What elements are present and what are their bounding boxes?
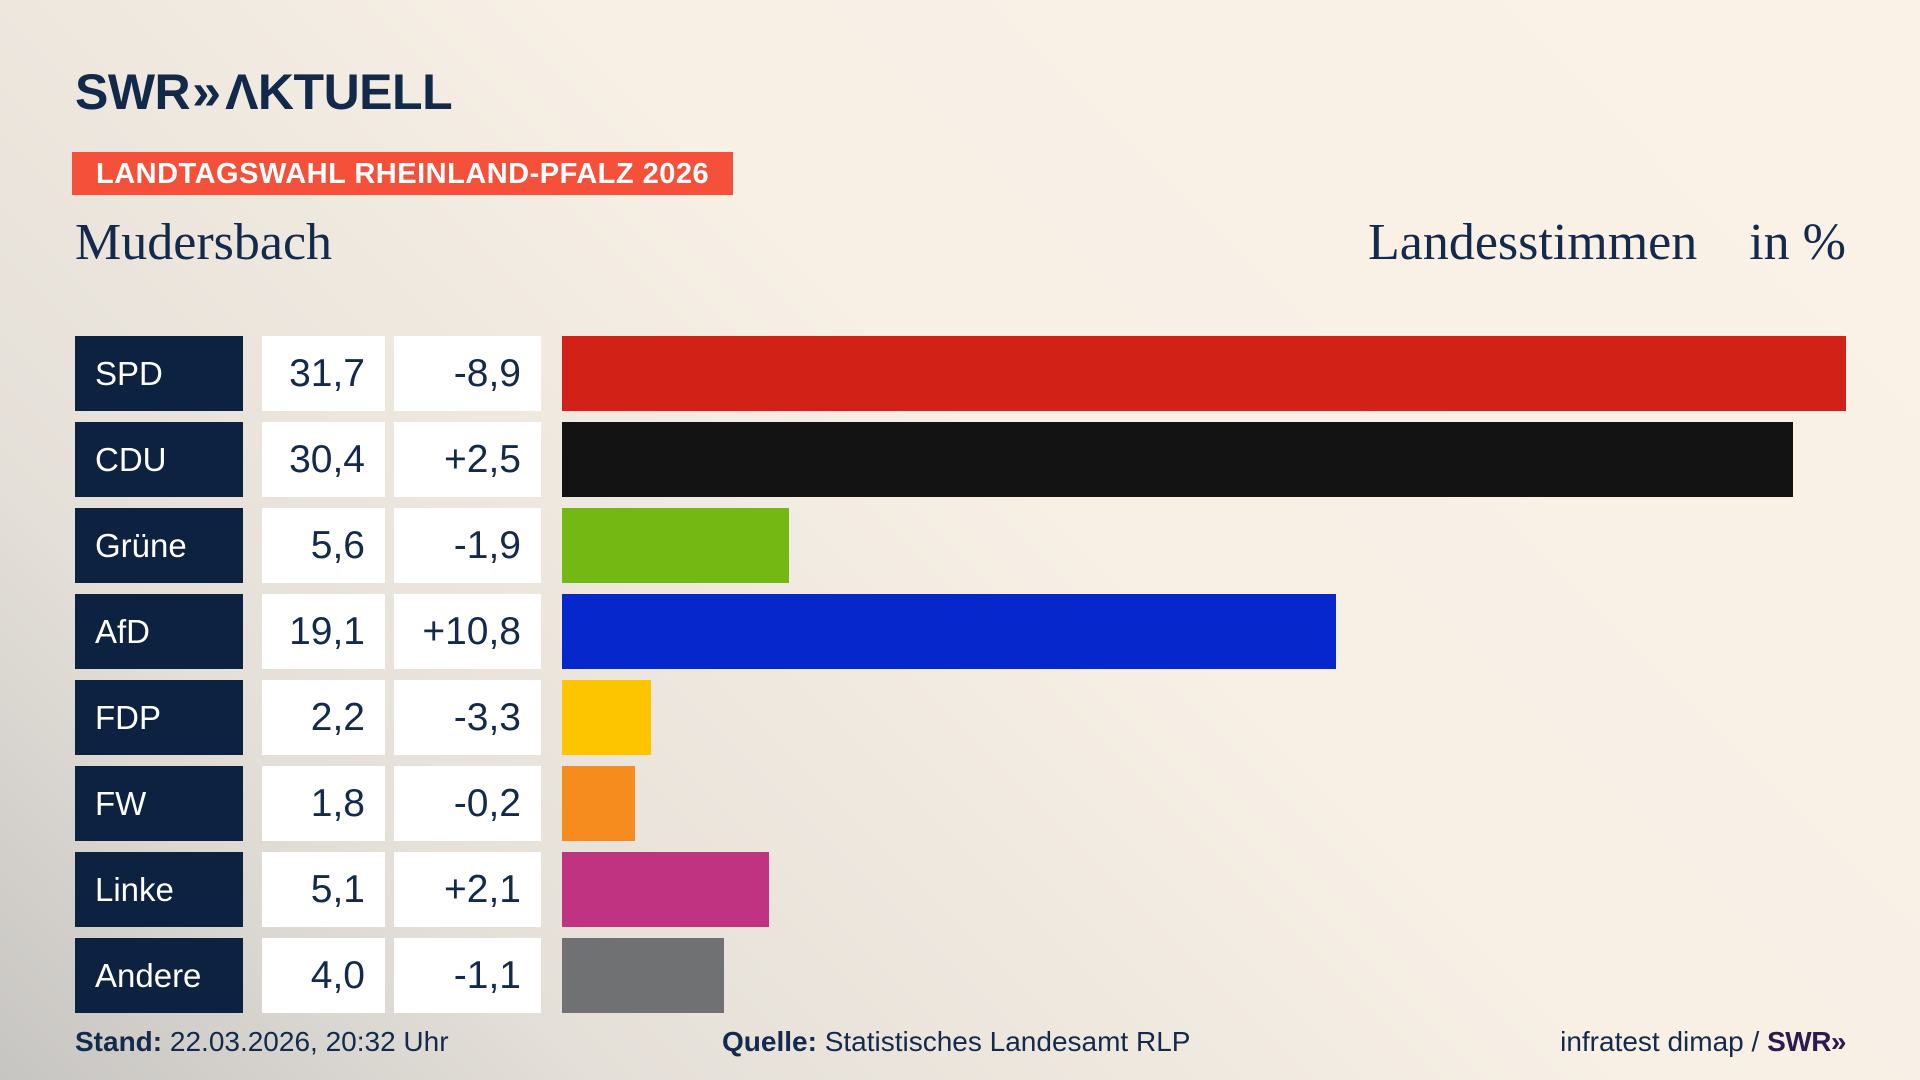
party-label-box: Linke — [75, 852, 243, 927]
party-label-box: FW — [75, 766, 243, 841]
party-label-box: Andere — [75, 938, 243, 1013]
bar-track — [562, 938, 1846, 1013]
value-box: 19,1 — [262, 594, 385, 669]
party-label-box: AfD — [75, 594, 243, 669]
unit-label: in % — [1749, 214, 1846, 271]
result-bar — [562, 680, 652, 755]
credit-swr-logo: SWR» — [1767, 1026, 1846, 1057]
party-label-box: CDU — [75, 422, 243, 497]
table-row: Grüne 5,6 -1,9 — [75, 508, 1846, 583]
change-box: -0,2 — [394, 766, 541, 841]
result-bar — [562, 938, 725, 1013]
credit-label: infratest dimap / — [1560, 1026, 1760, 1057]
party-label-box: SPD — [75, 336, 243, 411]
value-box: 1,8 — [262, 766, 385, 841]
change-box: -1,1 — [394, 938, 541, 1013]
party-name: Linke — [95, 870, 174, 908]
bar-track — [562, 336, 1846, 411]
table-row: Linke 5,1 +2,1 — [75, 852, 1846, 927]
stand-label: Stand: — [75, 1026, 163, 1057]
party-label-box: FDP — [75, 680, 243, 755]
party-name: FW — [95, 784, 147, 822]
change-box: +2,5 — [394, 422, 541, 497]
result-bar — [562, 508, 789, 583]
bar-track — [562, 508, 1846, 583]
party-name: AfD — [95, 612, 151, 650]
table-row: SPD 31,7 -8,9 — [75, 336, 1846, 411]
bar-track — [562, 422, 1846, 497]
quelle-value: Statistisches Landesamt RLP — [824, 1026, 1191, 1057]
result-bar — [562, 336, 1846, 411]
bar-track — [562, 680, 1846, 755]
change-box: -3,3 — [394, 680, 541, 755]
value-box: 31,7 — [262, 336, 385, 411]
change-box: +10,8 — [394, 594, 541, 669]
result-bar — [562, 594, 1336, 669]
bar-track — [562, 594, 1846, 669]
table-row: FDP 2,2 -3,3 — [75, 680, 1846, 755]
swr-logo: SWR» ΛKTUELL — [75, 62, 453, 122]
value-box: 5,6 — [262, 508, 385, 583]
table-row: Andere 4,0 -1,1 — [75, 938, 1846, 1013]
value-box: 4,0 — [262, 938, 385, 1013]
municipality-title: Mudersbach — [75, 214, 333, 271]
party-name: SPD — [95, 354, 163, 392]
bar-track — [562, 766, 1846, 841]
vote-type-title: Landesstimmen in % — [1368, 214, 1846, 271]
table-row: AfD 19,1 +10,8 — [75, 594, 1846, 669]
result-bar — [562, 766, 635, 841]
results-table: SPD 31,7 -8,9 CDU 30,4 +2,5 Grüne 5,6 -1… — [75, 336, 1846, 1024]
title-row: Mudersbach Landesstimmen in % — [75, 214, 1846, 271]
footer: Stand: 22.03.2026, 20:32 Uhr Quelle: Sta… — [0, 1026, 1920, 1066]
change-box: +2,1 — [394, 852, 541, 927]
table-row: FW 1,8 -0,2 — [75, 766, 1846, 841]
swr-logo-aktuell-text: ΛKTUELL — [225, 64, 453, 120]
bar-track — [562, 852, 1846, 927]
party-name: CDU — [95, 440, 167, 478]
party-name: Andere — [95, 956, 202, 994]
change-box: -1,9 — [394, 508, 541, 583]
stand-value: 22.03.2026, 20:32 Uhr — [169, 1026, 449, 1057]
party-name: FDP — [95, 698, 161, 736]
change-box: -8,9 — [394, 336, 541, 411]
party-name: Grüne — [95, 526, 187, 564]
credit-text: infratest dimap / SWR» — [1560, 1026, 1846, 1058]
swr-logo-chevrons-icon: » — [192, 63, 221, 121]
result-bar — [562, 852, 769, 927]
table-row: CDU 30,4 +2,5 — [75, 422, 1846, 497]
swr-logo-text: SWR — [75, 64, 191, 120]
vote-type-label: Landesstimmen — [1367, 214, 1698, 271]
result-bar — [562, 422, 1794, 497]
election-badge: LANDTAGSWAHL RHEINLAND-PFALZ 2026 — [72, 152, 734, 195]
value-box: 30,4 — [262, 422, 385, 497]
value-box: 5,1 — [262, 852, 385, 927]
quelle-label: Quelle: — [722, 1026, 817, 1057]
value-box: 2,2 — [262, 680, 385, 755]
quelle-text: Quelle: Statistisches Landesamt RLP — [722, 1026, 1190, 1058]
stand-text: Stand: 22.03.2026, 20:32 Uhr — [75, 1026, 449, 1058]
party-label-box: Grüne — [75, 508, 243, 583]
